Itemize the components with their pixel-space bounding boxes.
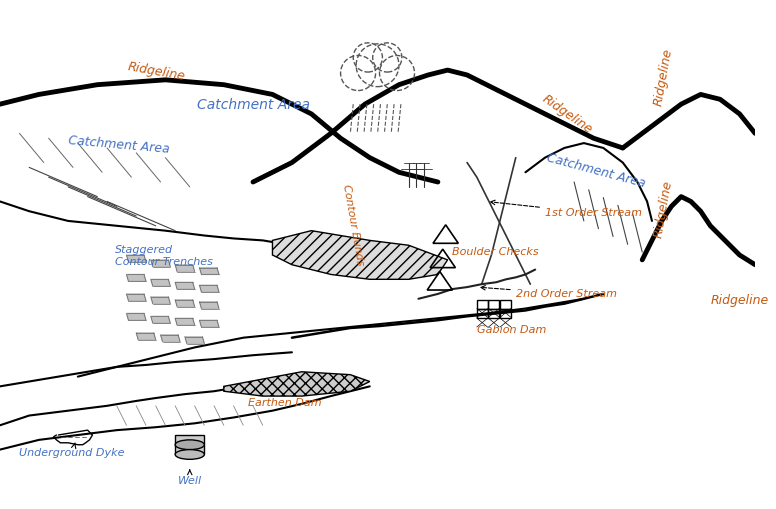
Polygon shape <box>175 282 195 289</box>
Bar <box>488 309 499 318</box>
Bar <box>501 309 511 318</box>
Polygon shape <box>175 318 195 325</box>
Ellipse shape <box>175 440 204 449</box>
Polygon shape <box>199 320 219 327</box>
Text: Catchment Area: Catchment Area <box>545 151 646 190</box>
Polygon shape <box>126 314 146 320</box>
Text: Ridgeline: Ridgeline <box>710 294 768 306</box>
Polygon shape <box>272 231 448 279</box>
Text: Gabion Dam: Gabion Dam <box>476 325 546 335</box>
Bar <box>175 435 204 455</box>
Text: Well: Well <box>178 470 202 486</box>
Text: 2nd Order Stream: 2nd Order Stream <box>481 286 617 299</box>
Polygon shape <box>199 302 219 308</box>
Bar <box>476 300 487 308</box>
Text: Ridgeline: Ridgeline <box>540 92 595 136</box>
Text: Catchment Area: Catchment Area <box>68 134 171 156</box>
Text: Ridgeline: Ridgeline <box>652 179 675 239</box>
Bar <box>476 309 487 318</box>
Text: Staggered
Contour Trenches: Staggered Contour Trenches <box>115 245 213 267</box>
Text: Catchment Area: Catchment Area <box>196 98 310 112</box>
Polygon shape <box>137 333 156 340</box>
Polygon shape <box>199 285 219 292</box>
Text: Earthen Dam: Earthen Dam <box>248 398 322 408</box>
Text: Ridgeline: Ridgeline <box>652 47 675 107</box>
Text: Underground Dyke: Underground Dyke <box>19 443 125 459</box>
Polygon shape <box>185 337 204 344</box>
Text: Ridgeline: Ridgeline <box>126 60 186 83</box>
Bar <box>488 300 499 308</box>
Polygon shape <box>151 260 170 267</box>
Polygon shape <box>199 268 219 274</box>
Polygon shape <box>151 316 170 323</box>
Text: 1st Order Stream: 1st Order Stream <box>490 200 642 218</box>
Polygon shape <box>161 335 180 342</box>
Bar <box>501 300 511 308</box>
Polygon shape <box>223 372 370 396</box>
Polygon shape <box>126 255 146 262</box>
Polygon shape <box>126 274 146 281</box>
Ellipse shape <box>175 449 204 459</box>
Polygon shape <box>175 300 195 306</box>
Polygon shape <box>151 297 170 304</box>
Polygon shape <box>126 294 146 301</box>
Polygon shape <box>151 279 170 286</box>
Text: Boulder Checks: Boulder Checks <box>452 247 539 257</box>
Text: Contour Bunds: Contour Bunds <box>341 184 365 267</box>
Polygon shape <box>175 265 195 271</box>
